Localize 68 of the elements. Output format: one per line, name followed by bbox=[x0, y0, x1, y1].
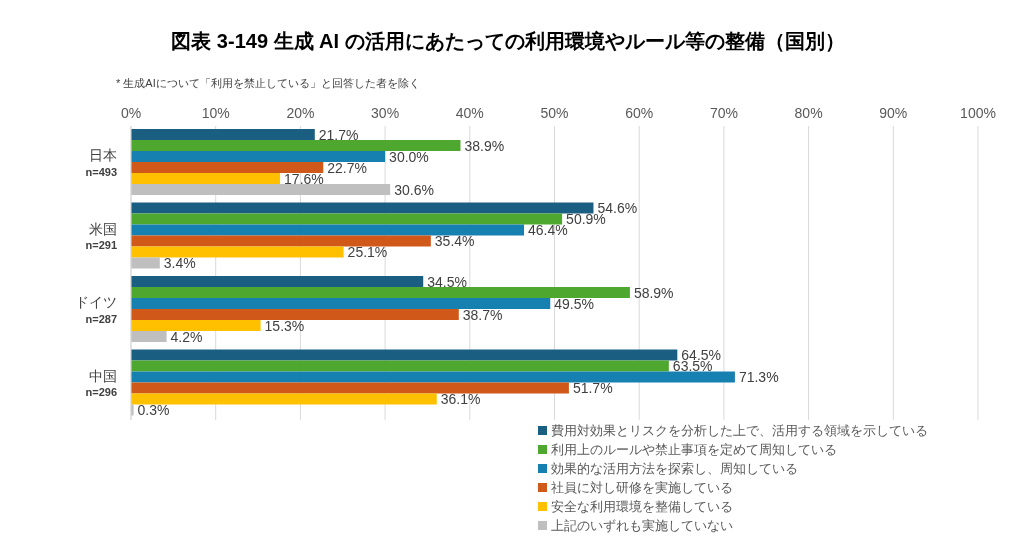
bar bbox=[131, 320, 261, 331]
x-tick-label: 10% bbox=[201, 105, 230, 121]
legend-label: 社員に対し研修を実施している bbox=[551, 479, 733, 497]
bar bbox=[131, 371, 735, 383]
legend-label: 安全な利用環境を整備している bbox=[551, 498, 733, 516]
y-tick-label: 日本 n=493 bbox=[85, 147, 117, 178]
bar bbox=[131, 202, 594, 214]
data-label: 49.5% bbox=[554, 295, 594, 312]
data-label: 30.0% bbox=[389, 148, 429, 165]
data-label: 36.1% bbox=[440, 391, 481, 407]
legend-label: 上記のいずれも実施していない bbox=[551, 517, 733, 535]
x-tick-label: 20% bbox=[286, 105, 315, 121]
x-tick-label: 40% bbox=[455, 105, 484, 121]
x-tick-label: 70% bbox=[709, 105, 738, 121]
data-label: 35.4% bbox=[434, 233, 475, 249]
x-tick-label: 0% bbox=[120, 105, 142, 121]
bar bbox=[131, 349, 678, 361]
data-label: 22.7% bbox=[327, 159, 367, 176]
bar bbox=[131, 162, 324, 173]
bar bbox=[131, 287, 630, 298]
data-label: 38.7% bbox=[462, 306, 503, 323]
bar bbox=[131, 393, 437, 405]
data-label: 71.3% bbox=[738, 369, 779, 385]
x-tick-label: 30% bbox=[371, 105, 400, 121]
data-label: 3.4% bbox=[163, 255, 196, 271]
x-tick-label: 60% bbox=[625, 105, 654, 121]
legend-label: 利用上のルールや禁止事項を定めて周知している bbox=[551, 441, 837, 459]
data-label: 54.6% bbox=[597, 200, 638, 216]
data-label: 34.5% bbox=[427, 273, 467, 290]
data-label: 58.9% bbox=[633, 284, 674, 301]
bar bbox=[131, 382, 569, 394]
x-tick-label: 50% bbox=[540, 105, 569, 121]
data-label: 51.7% bbox=[572, 380, 613, 396]
data-label: 15.3% bbox=[264, 317, 305, 334]
x-tick-label: 90% bbox=[879, 105, 908, 121]
bar bbox=[131, 140, 461, 151]
bar bbox=[131, 235, 431, 247]
bar bbox=[131, 276, 424, 287]
data-label: 0.3% bbox=[137, 402, 170, 418]
bar bbox=[131, 331, 167, 342]
y-tick-label: ドイツ n=287 bbox=[75, 294, 117, 325]
bar bbox=[131, 246, 344, 258]
bar bbox=[131, 129, 315, 140]
bar bbox=[131, 360, 669, 372]
data-label: 25.1% bbox=[347, 244, 388, 260]
data-label: 17.6% bbox=[284, 170, 324, 187]
bar bbox=[131, 309, 459, 320]
legend-label: 費用対効果とリスクを分析した上で、活用する領域を示している bbox=[551, 422, 928, 440]
text: * 生成AIについて「利用を禁止している」と回答した者を除く bbox=[116, 76, 420, 91]
y-tick-label: 米国 n=291 bbox=[85, 220, 117, 252]
data-label: 38.9% bbox=[464, 137, 505, 154]
chart-title: 図表 3-149 生成 AI の活用にあたっての利用環境やルール等の整備（国別） bbox=[170, 29, 846, 54]
data-label: 46.4% bbox=[528, 222, 568, 238]
bar bbox=[131, 298, 551, 309]
bar bbox=[131, 173, 281, 184]
bar bbox=[131, 224, 525, 236]
bar bbox=[131, 257, 160, 269]
bar bbox=[131, 213, 563, 225]
legend-label: 効果的な活用方法を探索し、周知している bbox=[551, 460, 798, 478]
data-label: 64.5% bbox=[681, 347, 722, 363]
data-label: 30.6% bbox=[394, 181, 434, 198]
data-label: 4.2% bbox=[170, 328, 203, 345]
x-tick-label: 80% bbox=[794, 105, 823, 121]
data-label: 21.7% bbox=[318, 126, 359, 143]
y-tick-label: 中国 n=296 bbox=[85, 367, 117, 399]
bar bbox=[131, 151, 386, 162]
x-tick-label: 100% bbox=[960, 105, 996, 121]
bar bbox=[131, 184, 391, 195]
